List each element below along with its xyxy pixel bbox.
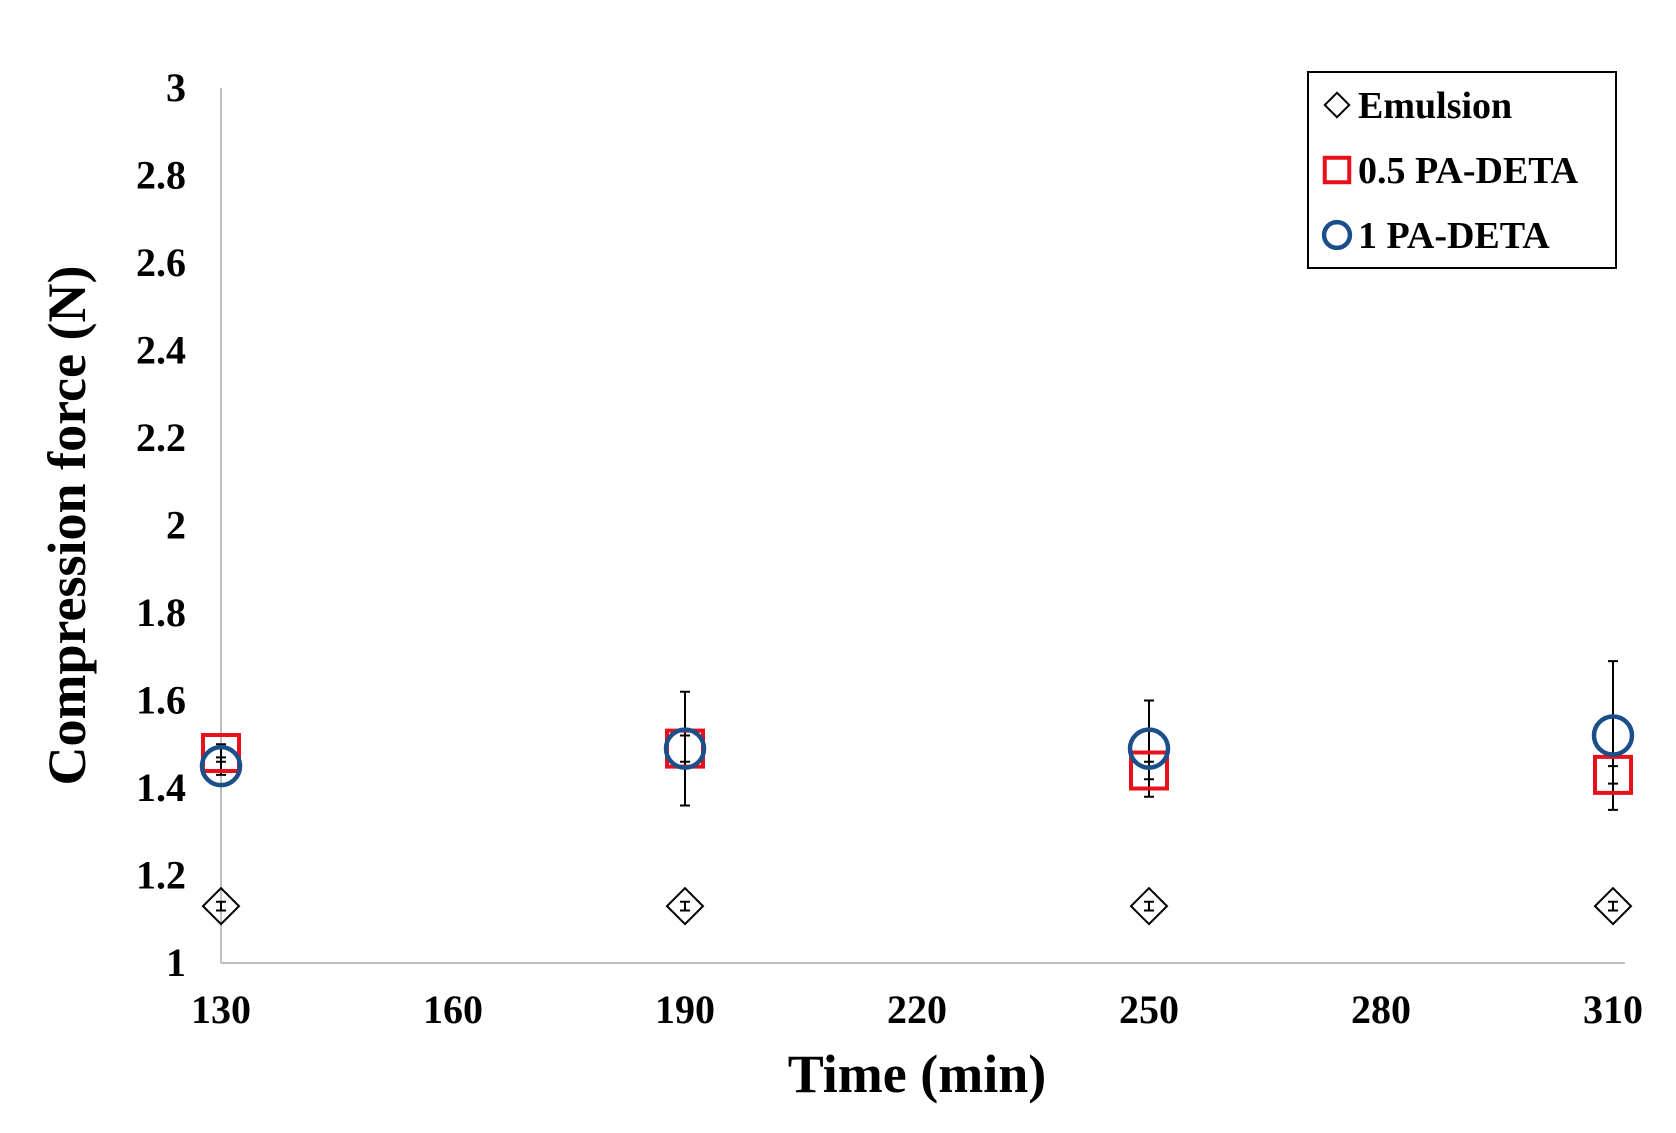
y-axis-title: Compression force (N) <box>37 266 97 786</box>
square-point <box>201 733 241 773</box>
circle-point <box>663 727 707 770</box>
x-tick-label: 130 <box>191 987 251 1032</box>
legend-entry-label: 0.5 PA-DETA <box>1358 150 1579 192</box>
y-tick-label: 1.4 <box>136 765 186 810</box>
square-point <box>1129 750 1169 791</box>
legend-entry-label: Emulsion <box>1358 85 1512 127</box>
x-tick-label: 190 <box>655 987 715 1032</box>
x-tick-label: 310 <box>1583 987 1643 1032</box>
circle-point <box>199 744 243 788</box>
legend-circle-icon <box>1321 219 1353 251</box>
diamond-point <box>201 886 241 926</box>
y-tick-label: 1.6 <box>136 678 186 723</box>
diamond-point <box>665 886 705 926</box>
x-tick-labels: 130 160 190 220 250 280 310 <box>191 987 1643 1032</box>
legend-diamond-icon <box>1323 91 1351 119</box>
y-tick-label: 3 <box>166 65 186 110</box>
y-tick-label: 2.6 <box>136 240 186 285</box>
y-tick-labels: 1 1.2 1.4 1.6 1.8 2 2.2 2.4 2.6 2.8 3 <box>136 65 186 985</box>
x-tick-label: 280 <box>1351 987 1411 1032</box>
x-tick-label: 250 <box>1119 987 1179 1032</box>
legend-entry-label: 1 PA-DETA <box>1358 215 1550 257</box>
legend: Emulsion 0.5 PA-DETA 1 PA-DETA <box>1307 71 1617 269</box>
x-tick-label: 220 <box>887 987 947 1032</box>
y-tick-label: 1.2 <box>136 853 186 898</box>
legend-square-icon <box>1322 155 1352 185</box>
y-tick-label: 2.8 <box>136 153 186 198</box>
y-tick-label: 2.4 <box>136 328 186 373</box>
circle-point <box>1591 714 1635 757</box>
y-tick-label: 1 <box>166 940 186 985</box>
y-tick-label: 2.2 <box>136 415 186 460</box>
axes <box>220 88 1625 964</box>
y-tick-label: 2 <box>166 503 186 548</box>
x-tick-label: 160 <box>423 987 483 1032</box>
circle-point <box>1127 727 1171 770</box>
x-axis-title: Time (min) <box>788 1044 1046 1104</box>
diamond-point <box>1129 886 1169 926</box>
legend-box <box>1307 71 1617 269</box>
diamond-point <box>1593 886 1633 926</box>
error-bars <box>216 660 1618 912</box>
square-point <box>1593 754 1633 795</box>
data-points <box>199 714 1635 926</box>
y-tick-label: 1.8 <box>136 590 186 635</box>
